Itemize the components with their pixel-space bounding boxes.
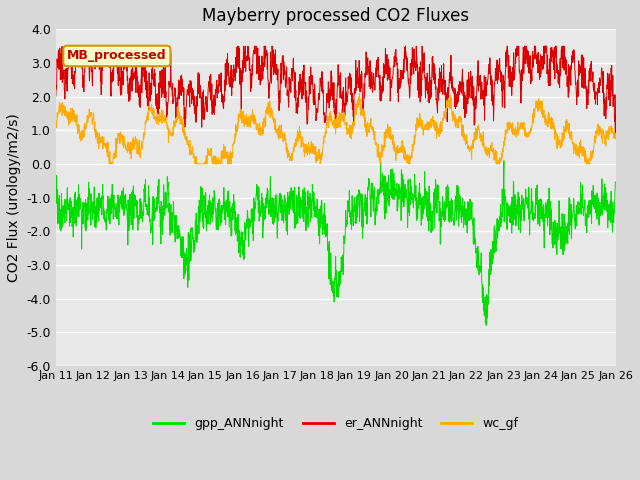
er_ANNnight	[493, 58, 500, 63]
gpp_ANNnight	[596, 199, 604, 205]
Text: MB_processed: MB_processed	[67, 49, 166, 62]
gpp_ANNnight	[483, 323, 490, 328]
er_ANNnight	[611, 135, 619, 141]
gpp_ANNnight	[81, 203, 88, 209]
er_ANNnight	[596, 86, 604, 92]
er_ANNnight	[324, 79, 332, 85]
er_ANNnight	[310, 101, 317, 107]
gpp_ANNnight	[309, 189, 317, 194]
wc_gf	[81, 133, 88, 139]
wc_gf	[493, 161, 501, 167]
wc_gf	[52, 118, 60, 124]
gpp_ANNnight	[493, 218, 500, 224]
Line: er_ANNnight: er_ANNnight	[56, 46, 616, 138]
Line: wc_gf: wc_gf	[56, 93, 616, 164]
gpp_ANNnight	[612, 179, 620, 185]
Title: Mayberry processed CO2 Fluxes: Mayberry processed CO2 Fluxes	[202, 7, 469, 25]
wc_gf	[596, 123, 604, 129]
gpp_ANNnight	[596, 210, 604, 216]
gpp_ANNnight	[500, 158, 508, 164]
er_ANNnight	[66, 43, 74, 49]
wc_gf	[596, 128, 604, 133]
wc_gf	[310, 148, 317, 154]
er_ANNnight	[596, 75, 604, 81]
er_ANNnight	[81, 70, 88, 75]
gpp_ANNnight	[324, 242, 332, 248]
er_ANNnight	[612, 92, 620, 98]
er_ANNnight	[52, 93, 60, 99]
wc_gf	[356, 90, 364, 96]
wc_gf	[612, 132, 620, 138]
wc_gf	[324, 117, 332, 123]
Y-axis label: CO2 Flux (urology/m2/s): CO2 Flux (urology/m2/s)	[7, 113, 21, 282]
gpp_ANNnight	[52, 194, 60, 200]
Legend: gpp_ANNnight, er_ANNnight, wc_gf: gpp_ANNnight, er_ANNnight, wc_gf	[148, 412, 524, 435]
wc_gf	[106, 161, 113, 167]
Line: gpp_ANNnight: gpp_ANNnight	[56, 161, 616, 325]
